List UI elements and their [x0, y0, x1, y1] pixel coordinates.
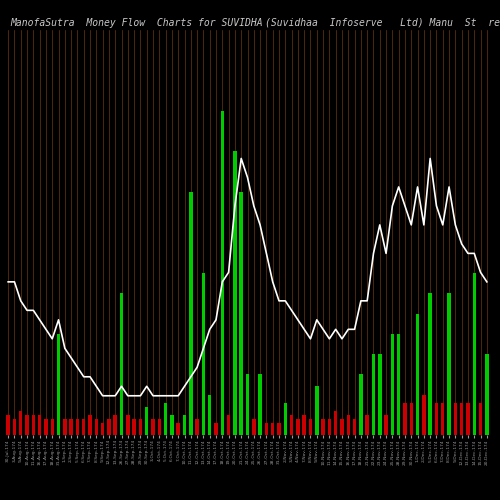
- Bar: [120, 293, 124, 435]
- Bar: [6, 415, 10, 435]
- Bar: [176, 423, 180, 435]
- Bar: [94, 419, 98, 435]
- Text: ManofaSutra  Money Flow  Charts for SUVIDHA: ManofaSutra Money Flow Charts for SUVIDH…: [10, 18, 262, 28]
- Bar: [378, 354, 382, 435]
- Bar: [454, 402, 457, 435]
- Bar: [208, 394, 212, 435]
- Bar: [334, 410, 338, 435]
- Bar: [428, 293, 432, 435]
- Bar: [322, 419, 325, 435]
- Bar: [233, 152, 236, 435]
- Bar: [220, 111, 224, 435]
- Bar: [82, 419, 86, 435]
- Text: (Suvidhaa  Infoserve   Ltd) Manu  St  re: (Suvidhaa Infoserve Ltd) Manu St re: [265, 18, 500, 28]
- Bar: [328, 419, 331, 435]
- Bar: [410, 402, 413, 435]
- Bar: [76, 419, 79, 435]
- Bar: [466, 402, 469, 435]
- Bar: [88, 415, 92, 435]
- Bar: [346, 415, 350, 435]
- Bar: [485, 354, 488, 435]
- Bar: [50, 419, 54, 435]
- Bar: [472, 273, 476, 435]
- Bar: [19, 410, 22, 435]
- Bar: [448, 293, 451, 435]
- Bar: [390, 334, 394, 435]
- Bar: [290, 415, 294, 435]
- Bar: [132, 419, 136, 435]
- Bar: [145, 406, 148, 435]
- Bar: [479, 402, 482, 435]
- Bar: [183, 415, 186, 435]
- Bar: [422, 394, 426, 435]
- Bar: [107, 419, 110, 435]
- Bar: [441, 402, 444, 435]
- Bar: [372, 354, 375, 435]
- Bar: [302, 415, 306, 435]
- Bar: [258, 374, 262, 435]
- Bar: [32, 415, 35, 435]
- Bar: [57, 334, 60, 435]
- Bar: [152, 419, 155, 435]
- Bar: [170, 415, 173, 435]
- Bar: [315, 386, 318, 435]
- Bar: [227, 415, 230, 435]
- Bar: [202, 273, 205, 435]
- Bar: [214, 423, 218, 435]
- Bar: [460, 402, 464, 435]
- Bar: [434, 402, 438, 435]
- Bar: [397, 334, 400, 435]
- Bar: [26, 415, 29, 435]
- Bar: [126, 415, 130, 435]
- Bar: [309, 419, 312, 435]
- Bar: [296, 419, 300, 435]
- Bar: [63, 419, 66, 435]
- Bar: [359, 374, 362, 435]
- Bar: [384, 415, 388, 435]
- Bar: [353, 419, 356, 435]
- Bar: [403, 402, 406, 435]
- Bar: [278, 423, 280, 435]
- Bar: [70, 419, 73, 435]
- Bar: [114, 415, 117, 435]
- Bar: [44, 419, 48, 435]
- Bar: [158, 419, 161, 435]
- Bar: [101, 423, 104, 435]
- Bar: [164, 402, 168, 435]
- Bar: [138, 419, 142, 435]
- Bar: [264, 423, 268, 435]
- Bar: [12, 419, 16, 435]
- Bar: [366, 415, 369, 435]
- Bar: [252, 419, 256, 435]
- Bar: [246, 374, 249, 435]
- Bar: [38, 415, 42, 435]
- Bar: [240, 192, 243, 435]
- Bar: [284, 402, 287, 435]
- Bar: [196, 419, 199, 435]
- Bar: [340, 419, 344, 435]
- Bar: [189, 192, 192, 435]
- Bar: [271, 423, 274, 435]
- Bar: [416, 314, 420, 435]
